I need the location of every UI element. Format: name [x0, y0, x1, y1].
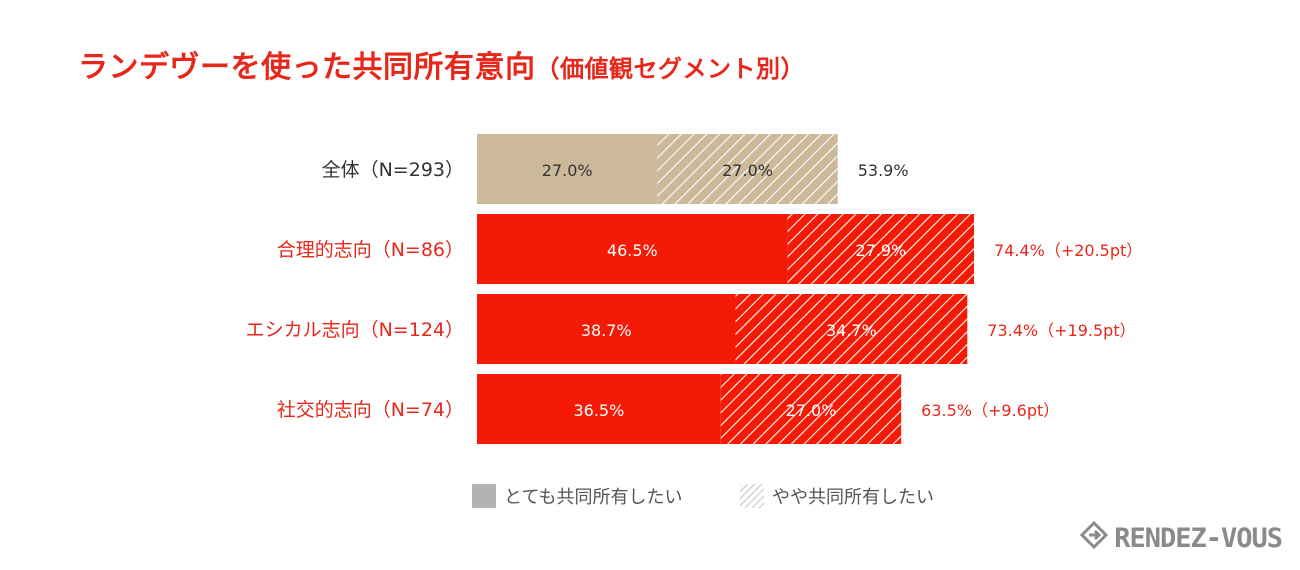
legend-item-solid: とても共同所有したい	[472, 483, 683, 509]
legend-label-solid: とても共同所有したい	[504, 487, 683, 508]
data-label-hatched: 27.0%	[722, 161, 773, 180]
bar-hatched	[720, 374, 902, 444]
data-label-hatched: 27.0%	[786, 401, 837, 420]
brand-logo: RENDEZ-VOUS	[1080, 520, 1283, 556]
total-label: 53.9%	[858, 161, 909, 180]
chart-title: ランデヴーを使った共同所有意向（価値観セグメント別）	[78, 42, 805, 86]
category-label: 社交的志向（N=74）	[277, 399, 464, 421]
chart-plot: 全体（N=293） 27.0% 27.0% 53.9% 合理的志向（N=86） 46.5%…	[246, 134, 1142, 444]
legend-swatch-hatched	[740, 484, 764, 508]
total-label: 73.4%（+19.5pt）	[987, 321, 1135, 340]
bar-hatched	[787, 214, 974, 284]
total-label: 74.4%（+20.5pt）	[994, 241, 1142, 260]
bar-solid	[477, 294, 736, 364]
diamond-arrow-logo-icon	[1080, 520, 1109, 556]
chart-subtitle: （価値観セグメント別）	[535, 55, 805, 83]
data-label-solid: 38.7%	[581, 321, 632, 340]
bar-solid	[477, 374, 721, 444]
bar-solid	[477, 134, 658, 204]
bar-hatched	[735, 294, 968, 364]
chart-title-main: ランデヴーを使った共同所有意向	[78, 50, 536, 85]
data-label-hatched: 27.9%	[855, 241, 906, 260]
data-label-solid: 27.0%	[542, 161, 593, 180]
brand-name: RENDEZ-VOUS	[1114, 523, 1283, 554]
data-label-solid: 36.5%	[573, 401, 624, 420]
category-label: 全体（N=293）	[322, 159, 464, 181]
legend-swatch-solid	[472, 484, 496, 508]
data-label-solid: 46.5%	[607, 241, 658, 260]
data-label-hatched: 34.7%	[826, 321, 877, 340]
total-label: 63.5%（+9.6pt）	[921, 401, 1059, 420]
bar-solid	[477, 214, 788, 284]
legend-item-hatched: やや共同所有したい	[740, 483, 934, 509]
legend-label-hatched: やや共同所有したい	[772, 487, 934, 508]
bar-hatched	[657, 134, 838, 204]
category-label: 合理的志向（N=86）	[277, 239, 464, 261]
category-label: エシカル志向（N=124）	[246, 319, 464, 341]
